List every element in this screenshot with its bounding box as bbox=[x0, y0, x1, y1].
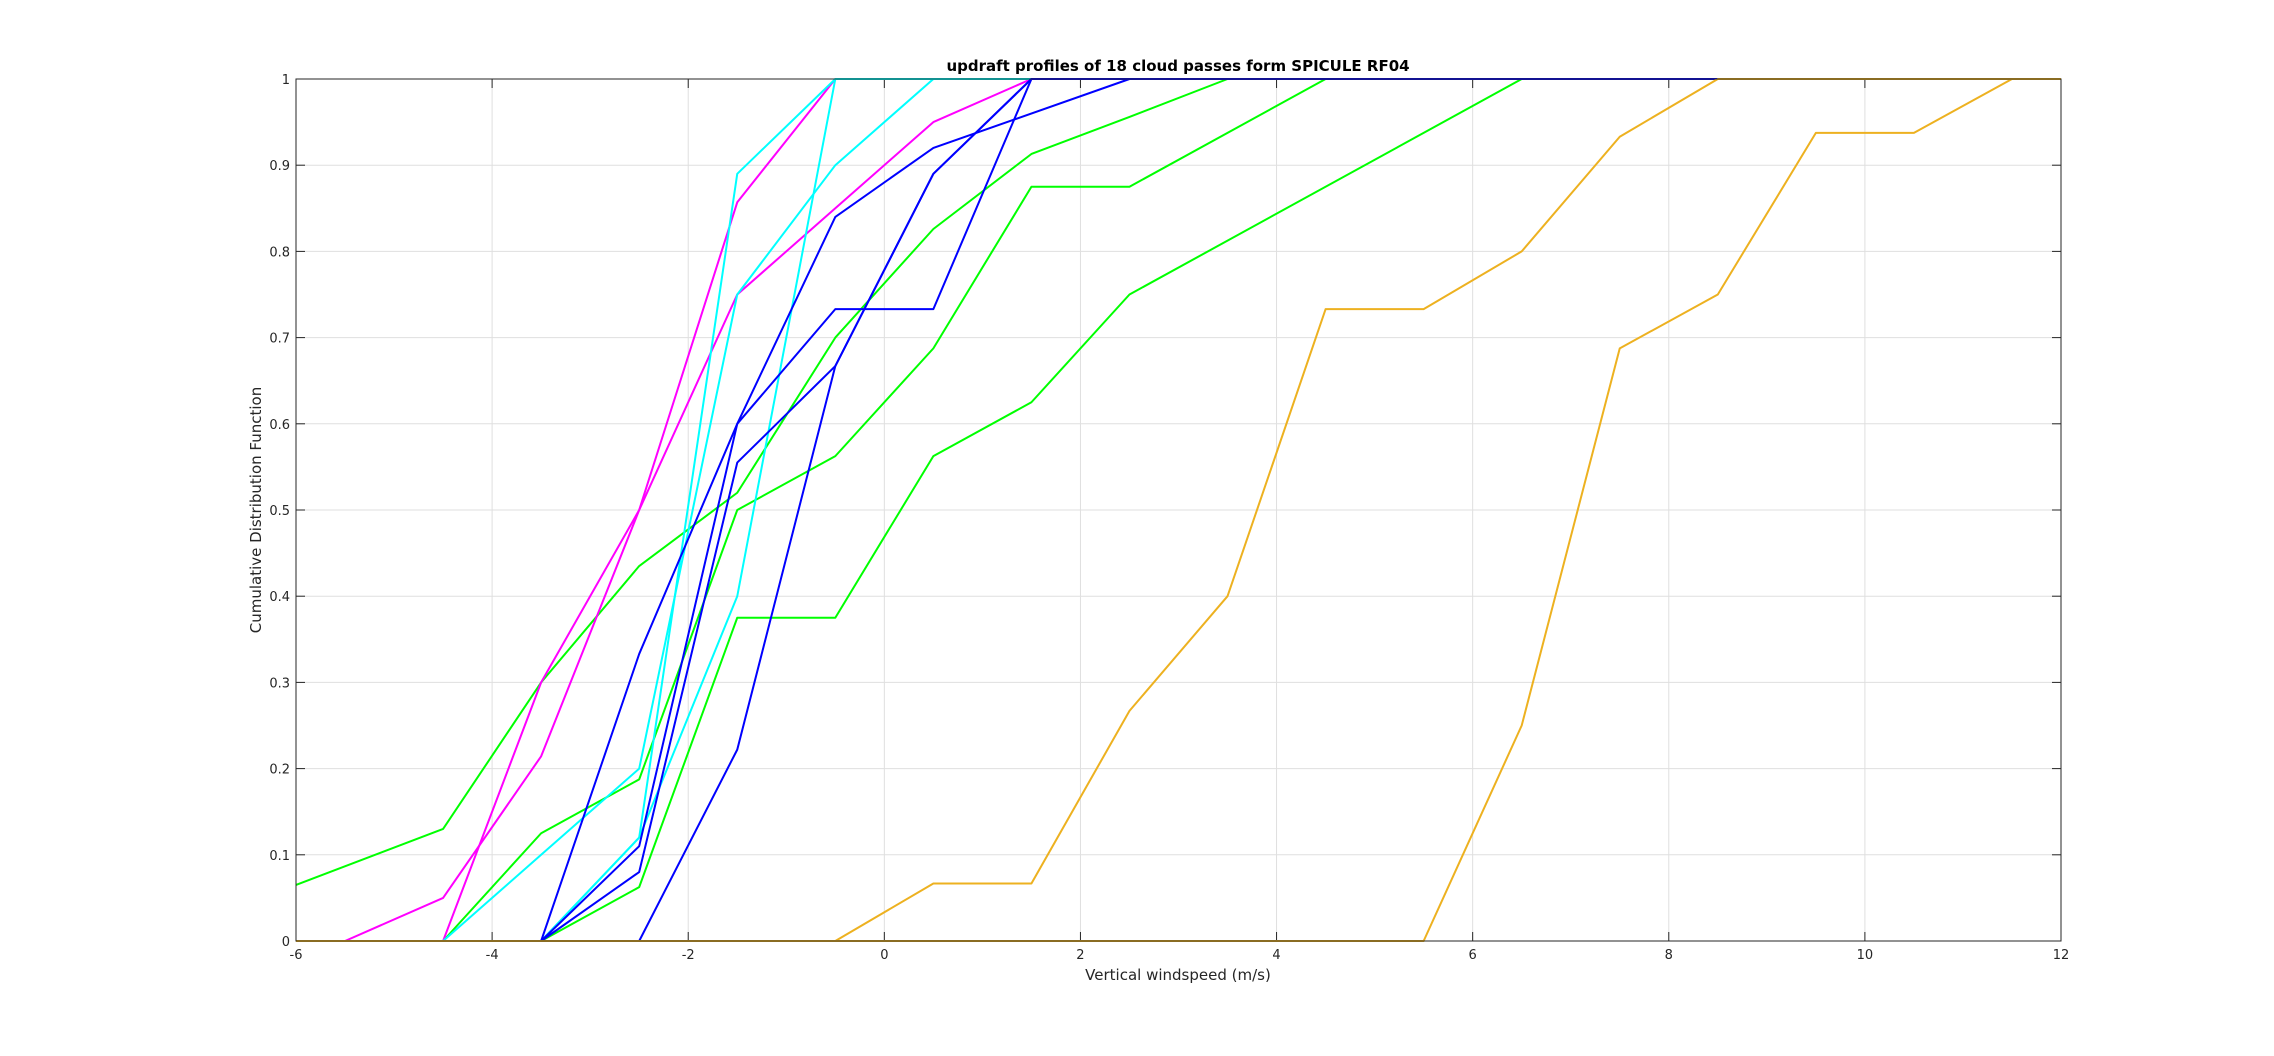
tick-labels: -6 -4 -2 0 2 4 6 8 10 12 0 0.1 0.2 0.3 0.4 0.5 0.6 0.7 0.8… bbox=[269, 73, 2069, 963]
x-tick-label: 6 bbox=[1469, 948, 1477, 963]
y-tick-label: 1 bbox=[282, 73, 290, 88]
x-tick-label: 8 bbox=[1665, 948, 1673, 963]
y-tick-label: 0.4 bbox=[269, 590, 290, 605]
x-tick-label: -6 bbox=[290, 948, 303, 963]
x-axis-label: Vertical windspeed (m/s) bbox=[1085, 966, 1271, 984]
x-tick-label: 4 bbox=[1272, 948, 1280, 963]
series-line-13 bbox=[296, 78, 2061, 942]
y-axis-label: Cumulative Distribution Function bbox=[247, 387, 265, 633]
y-tick-label: 0.7 bbox=[269, 332, 290, 347]
series-line-7 bbox=[296, 78, 2061, 942]
y-tick-label: 0.8 bbox=[269, 245, 290, 260]
y-tick-label: 0.1 bbox=[269, 849, 290, 864]
x-tick-label: 0 bbox=[880, 948, 888, 963]
x-tick-label: 10 bbox=[1857, 948, 1874, 963]
series-line-3 bbox=[296, 78, 2061, 942]
y-tick-label: 0.9 bbox=[269, 159, 290, 174]
y-tick-label: 0.6 bbox=[269, 418, 290, 433]
x-tick-label: -4 bbox=[486, 948, 499, 963]
y-tick-label: 0.2 bbox=[269, 763, 290, 778]
series-line-1 bbox=[295, 78, 2061, 886]
x-tick-label: 2 bbox=[1076, 948, 1084, 963]
chart-title: updraft profiles of 18 cloud passes form… bbox=[946, 57, 1409, 75]
series-line-9 bbox=[296, 78, 2061, 942]
axes-box bbox=[295, 78, 2062, 942]
y-tick-label: 0.5 bbox=[269, 504, 290, 519]
y-tick-label: 0 bbox=[282, 935, 290, 950]
series-line-14 bbox=[296, 78, 2061, 942]
y-tick-label: 0.3 bbox=[269, 676, 290, 691]
series-line-12 bbox=[296, 78, 2061, 942]
series-line-4 bbox=[296, 78, 2061, 942]
x-tick-label: -2 bbox=[682, 948, 695, 963]
series-line-2 bbox=[296, 78, 2061, 942]
x-tick-label: 12 bbox=[2053, 948, 2070, 963]
